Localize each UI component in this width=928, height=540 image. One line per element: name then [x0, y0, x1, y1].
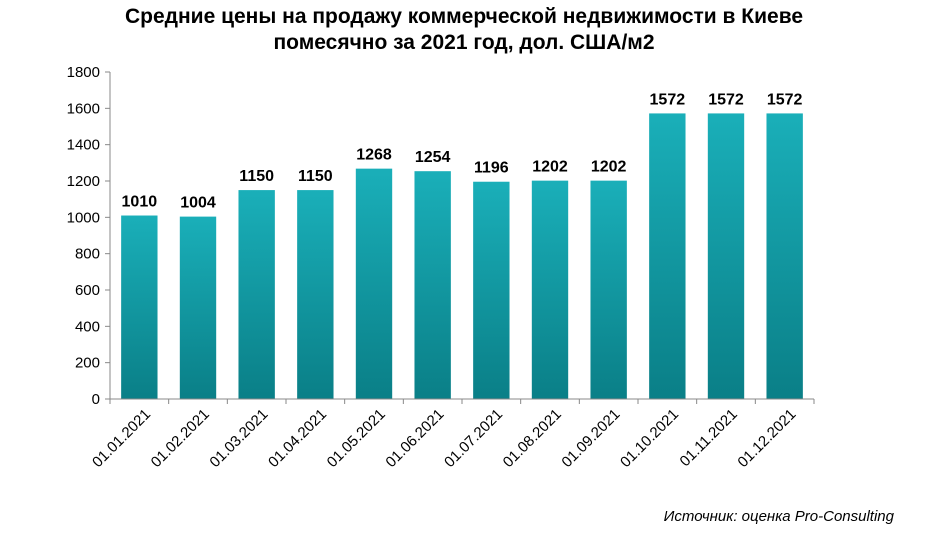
y-tick-label: 1800	[67, 64, 100, 81]
bar	[238, 190, 275, 399]
bar	[355, 168, 393, 399]
x-tick-label: 01.05.2021	[324, 406, 389, 471]
data-label: 1202	[532, 159, 568, 176]
y-tick-label: 1400	[67, 137, 100, 154]
y-axis: 0 200 400 600 800 1000 1200 1400 1600 1800	[67, 64, 111, 408]
x-tick-label: 01.01.2021	[89, 406, 154, 471]
data-label: 1572	[650, 91, 686, 108]
x-tick-label: 01.02.2021	[148, 406, 213, 471]
source-note: Источник: оценка Pro-Consulting	[663, 508, 894, 525]
x-tick-label: 01.10.2021	[617, 406, 682, 471]
y-tick-label: 800	[75, 246, 100, 263]
chart-title-line-1: Средние цены на продажу коммерческой нед…	[124, 5, 804, 28]
bar	[649, 113, 686, 400]
bar	[297, 190, 334, 399]
x-tick-label: 01.12.2021	[734, 406, 799, 471]
y-tick-label: 400	[75, 318, 100, 335]
data-label: 1150	[239, 168, 274, 185]
y-tick-label: 1000	[67, 209, 100, 226]
bar	[531, 180, 569, 399]
y-tick-label: 200	[75, 355, 100, 372]
bar	[414, 171, 451, 399]
x-tick-label: 01.06.2021	[382, 406, 447, 471]
chart-title: Средние цены на продажу коммерческой нед…	[0, 4, 928, 56]
x-tick-label: 01.08.2021	[500, 406, 565, 471]
data-label: 1202	[591, 159, 627, 176]
x-tick-label: 01.03.2021	[206, 406, 271, 471]
x-tick-label: 01.07.2021	[441, 406, 506, 471]
y-tick-label: 1600	[67, 100, 100, 117]
y-tick-label: 600	[75, 282, 100, 299]
data-labels: 1010 1004 1150 1150 1268 1254 1196 1202 1202 1572…	[122, 91, 803, 211]
data-label: 1572	[767, 91, 803, 108]
x-tick-label: 01.04.2021	[265, 406, 330, 471]
bar	[473, 181, 510, 399]
data-label: 1004	[180, 195, 216, 212]
data-label: 1572	[708, 91, 744, 108]
bars	[121, 113, 803, 400]
bar	[766, 113, 803, 400]
x-tick-label: 01.09.2021	[558, 406, 623, 471]
data-label: 1150	[298, 168, 333, 185]
bar	[179, 216, 217, 399]
y-tick-label: 0	[92, 391, 100, 408]
data-label: 1196	[474, 160, 509, 177]
data-label: 1010	[122, 194, 158, 211]
data-label: 1268	[356, 147, 392, 164]
chart-title-line-2: помесячно за 2021 год, дол. США/м2	[273, 31, 655, 54]
bar	[707, 113, 745, 400]
x-axis: 01.01.202101.02.202101.03.202101.04.2021…	[89, 398, 815, 471]
bar	[121, 215, 158, 399]
data-label: 1254	[415, 149, 451, 166]
y-tick-label: 1200	[67, 173, 100, 190]
x-tick-label: 01.11.2021	[677, 406, 741, 470]
bar	[590, 180, 627, 399]
